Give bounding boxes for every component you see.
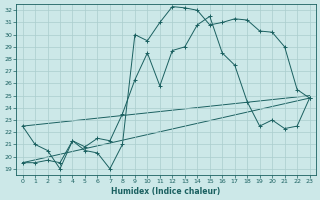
X-axis label: Humidex (Indice chaleur): Humidex (Indice chaleur) [111, 187, 221, 196]
